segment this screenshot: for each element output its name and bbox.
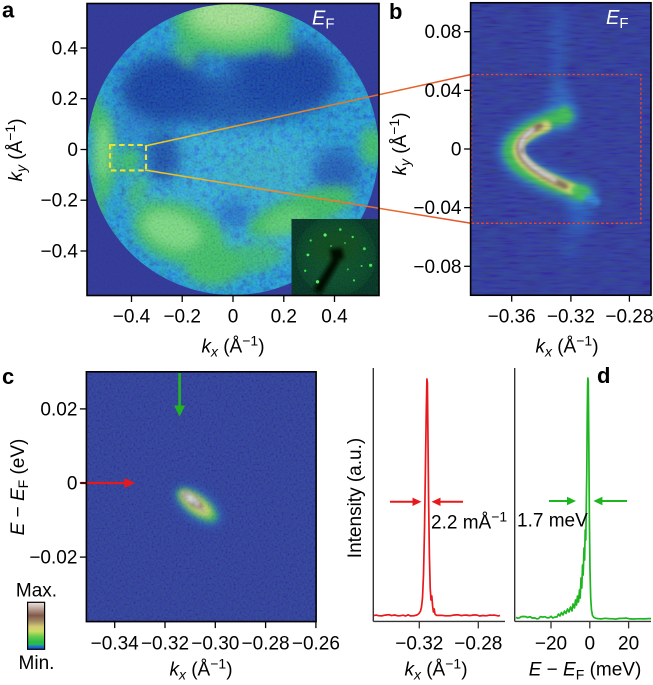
- svg-text:d: d: [597, 363, 610, 388]
- svg-text:0.08: 0.08: [425, 22, 462, 43]
- svg-text:20: 20: [618, 634, 639, 655]
- svg-text:b: b: [389, 0, 402, 24]
- svg-text:1.7 meV: 1.7 meV: [517, 511, 588, 532]
- svg-text:ky (Å−1): ky (Å−1): [386, 112, 413, 175]
- svg-text:kx (Å−1): kx (Å−1): [404, 656, 467, 683]
- svg-text:0.02: 0.02: [40, 399, 77, 420]
- svg-text:0.04: 0.04: [425, 81, 462, 102]
- svg-text:0: 0: [228, 307, 239, 328]
- svg-text:−0.26: −0.26: [292, 634, 340, 655]
- svg-text:−0.08: −0.08: [413, 257, 461, 278]
- svg-text:kx (Å−1): kx (Å−1): [535, 333, 598, 360]
- svg-text:−0.02: −0.02: [29, 548, 77, 569]
- svg-text:−0.2: −0.2: [163, 307, 201, 328]
- svg-text:−0.32: −0.32: [141, 634, 189, 655]
- svg-text:Intensity (a.u.): Intensity (a.u.): [345, 438, 366, 558]
- svg-text:2.2 mÅ−1: 2.2 mÅ−1: [431, 509, 507, 534]
- svg-text:kx (Å−1): kx (Å−1): [169, 656, 232, 683]
- svg-text:−0.28: −0.28: [242, 634, 290, 655]
- svg-text:−0.36: −0.36: [488, 307, 536, 328]
- svg-text:−0.32: −0.32: [395, 634, 443, 655]
- svg-text:EF: EF: [312, 8, 335, 33]
- svg-text:c: c: [2, 364, 14, 389]
- svg-text:kx (Å−1): kx (Å−1): [201, 333, 264, 360]
- svg-text:−0.32: −0.32: [547, 307, 595, 328]
- svg-text:−0.2: −0.2: [40, 191, 78, 212]
- svg-text:0.4: 0.4: [52, 39, 79, 60]
- svg-text:−0.4: −0.4: [113, 307, 151, 328]
- svg-text:E − EF (meV): E − EF (meV): [529, 660, 642, 683]
- svg-text:−0.28: −0.28: [605, 307, 653, 328]
- svg-text:0.2: 0.2: [52, 89, 78, 110]
- svg-text:ky (Å−1): ky (Å−1): [2, 118, 29, 181]
- svg-text:−0.04: −0.04: [413, 198, 462, 219]
- svg-text:E − EF (eV): E − EF (eV): [8, 439, 31, 536]
- svg-text:Min.: Min.: [19, 653, 55, 674]
- svg-text:0: 0: [67, 140, 78, 161]
- svg-text:0: 0: [67, 474, 78, 495]
- svg-text:0.4: 0.4: [321, 307, 348, 328]
- svg-text:0: 0: [585, 634, 596, 655]
- svg-text:0: 0: [451, 140, 462, 161]
- svg-text:EF: EF: [606, 7, 629, 32]
- svg-text:−0.4: −0.4: [40, 242, 78, 263]
- svg-text:0.2: 0.2: [271, 307, 297, 328]
- svg-text:−0.30: −0.30: [191, 634, 239, 655]
- svg-text:−0.34: −0.34: [91, 634, 140, 655]
- svg-text:−0.28: −0.28: [454, 634, 502, 655]
- svg-text:−20: −20: [535, 634, 567, 655]
- svg-text:a: a: [2, 0, 15, 23]
- svg-text:Max.: Max.: [16, 581, 57, 602]
